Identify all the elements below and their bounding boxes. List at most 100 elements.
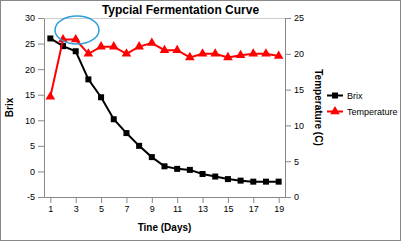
tick-mark bbox=[285, 18, 291, 19]
legend-item: Brix bbox=[327, 91, 363, 101]
legend-item: Temperature bbox=[327, 106, 398, 117]
marker bbox=[187, 167, 193, 173]
marker bbox=[71, 34, 81, 42]
tick: 0 bbox=[285, 192, 299, 202]
chart-border bbox=[1, 1, 401, 241]
marker bbox=[250, 179, 256, 185]
tick-mark bbox=[177, 197, 178, 203]
title: Typcial Fermentation Curve bbox=[102, 3, 259, 17]
marker bbox=[174, 166, 180, 172]
tick-mark bbox=[228, 197, 229, 203]
marker bbox=[149, 154, 155, 160]
tick: 3 bbox=[74, 197, 79, 214]
tick-label: 0 bbox=[294, 192, 299, 202]
tick-mark bbox=[38, 69, 44, 70]
tick-mark bbox=[253, 197, 254, 203]
y-axis-title: Brix bbox=[4, 97, 15, 117]
tick: 9 bbox=[150, 197, 155, 214]
marker bbox=[172, 45, 182, 53]
y2-axis-title: Temperature (C) bbox=[313, 69, 324, 146]
series-line bbox=[50, 38, 278, 181]
tick: 15 bbox=[223, 197, 233, 214]
tick-label: 5 bbox=[30, 141, 35, 151]
tick-mark bbox=[279, 197, 280, 203]
tick: 15 bbox=[25, 90, 44, 100]
marker bbox=[96, 41, 106, 49]
marker bbox=[46, 91, 56, 99]
legend: Brix Temperature bbox=[327, 91, 398, 117]
tick-mark bbox=[285, 197, 291, 198]
marker bbox=[238, 178, 244, 184]
tick-label: 10 bbox=[294, 121, 304, 131]
tick-mark bbox=[152, 197, 153, 203]
marker bbox=[123, 130, 129, 136]
tick-label: 20 bbox=[25, 65, 35, 75]
marker bbox=[198, 48, 208, 56]
tick-label: 17 bbox=[249, 204, 259, 214]
marker bbox=[160, 45, 170, 53]
tick: 19 bbox=[274, 197, 284, 214]
tick: 5 bbox=[30, 141, 44, 151]
tick-mark bbox=[38, 44, 44, 45]
marker bbox=[122, 48, 132, 56]
tick-mark bbox=[76, 197, 77, 203]
marker bbox=[212, 174, 218, 180]
tick-label: 1 bbox=[48, 204, 53, 214]
marker bbox=[185, 52, 195, 60]
legend-marker bbox=[332, 93, 338, 99]
marker bbox=[263, 179, 269, 185]
marker bbox=[47, 35, 53, 41]
tick: -5 bbox=[27, 192, 44, 202]
chart: Typcial Fermentation Curve13579111315171… bbox=[0, 0, 401, 241]
marker bbox=[147, 38, 157, 46]
plot-frame bbox=[44, 18, 285, 19]
tick-mark bbox=[38, 197, 44, 198]
marker bbox=[111, 116, 117, 122]
legend-label: Brix bbox=[347, 91, 363, 101]
tick-mark bbox=[126, 197, 127, 203]
tick: 0 bbox=[30, 167, 44, 177]
tick: 13 bbox=[198, 197, 208, 214]
tick-label: 19 bbox=[274, 204, 284, 214]
tick-mark bbox=[38, 120, 44, 121]
tick-label: 7 bbox=[124, 204, 129, 214]
tick: 1 bbox=[48, 197, 53, 214]
axis-line bbox=[285, 19, 286, 198]
y2-axis: 0510152025 bbox=[285, 13, 304, 202]
tick-mark bbox=[285, 54, 291, 55]
tick: 5 bbox=[285, 157, 299, 167]
tick: 25 bbox=[25, 39, 44, 49]
marker bbox=[73, 48, 79, 54]
tick-mark bbox=[285, 125, 291, 126]
marks bbox=[46, 34, 284, 185]
tick-mark bbox=[38, 146, 44, 147]
tick-label: 3 bbox=[74, 204, 79, 214]
tick-label: 13 bbox=[198, 204, 208, 214]
tick-mark bbox=[285, 161, 291, 162]
tick-mark bbox=[101, 197, 102, 203]
tick: 10 bbox=[25, 116, 44, 126]
tick-label: 5 bbox=[294, 157, 299, 167]
highlight-ellipse bbox=[55, 16, 99, 44]
plot: 135791113151719-50510152025300510152025 bbox=[25, 13, 304, 214]
x-axis-title: Tine (Days) bbox=[138, 222, 192, 233]
marker bbox=[98, 94, 104, 100]
tick-label: 11 bbox=[173, 204, 182, 214]
marker bbox=[84, 48, 94, 56]
tick-label: -5 bbox=[27, 192, 35, 202]
tick: 10 bbox=[285, 121, 304, 131]
tick-label: 15 bbox=[223, 204, 233, 214]
tick: 5 bbox=[99, 197, 104, 214]
x-axis: 135791113151719 bbox=[45, 197, 286, 214]
tick: 30 bbox=[25, 13, 44, 23]
tick: 11 bbox=[173, 197, 182, 214]
tick-mark bbox=[285, 90, 291, 91]
tick: 15 bbox=[285, 85, 304, 95]
axis-line bbox=[45, 197, 286, 198]
tick-label: 25 bbox=[25, 39, 35, 49]
tick-label: 30 bbox=[25, 13, 35, 23]
tick-mark bbox=[38, 171, 44, 172]
marker bbox=[200, 171, 206, 177]
tick-label: 25 bbox=[294, 13, 304, 23]
tick-mark bbox=[50, 197, 51, 203]
